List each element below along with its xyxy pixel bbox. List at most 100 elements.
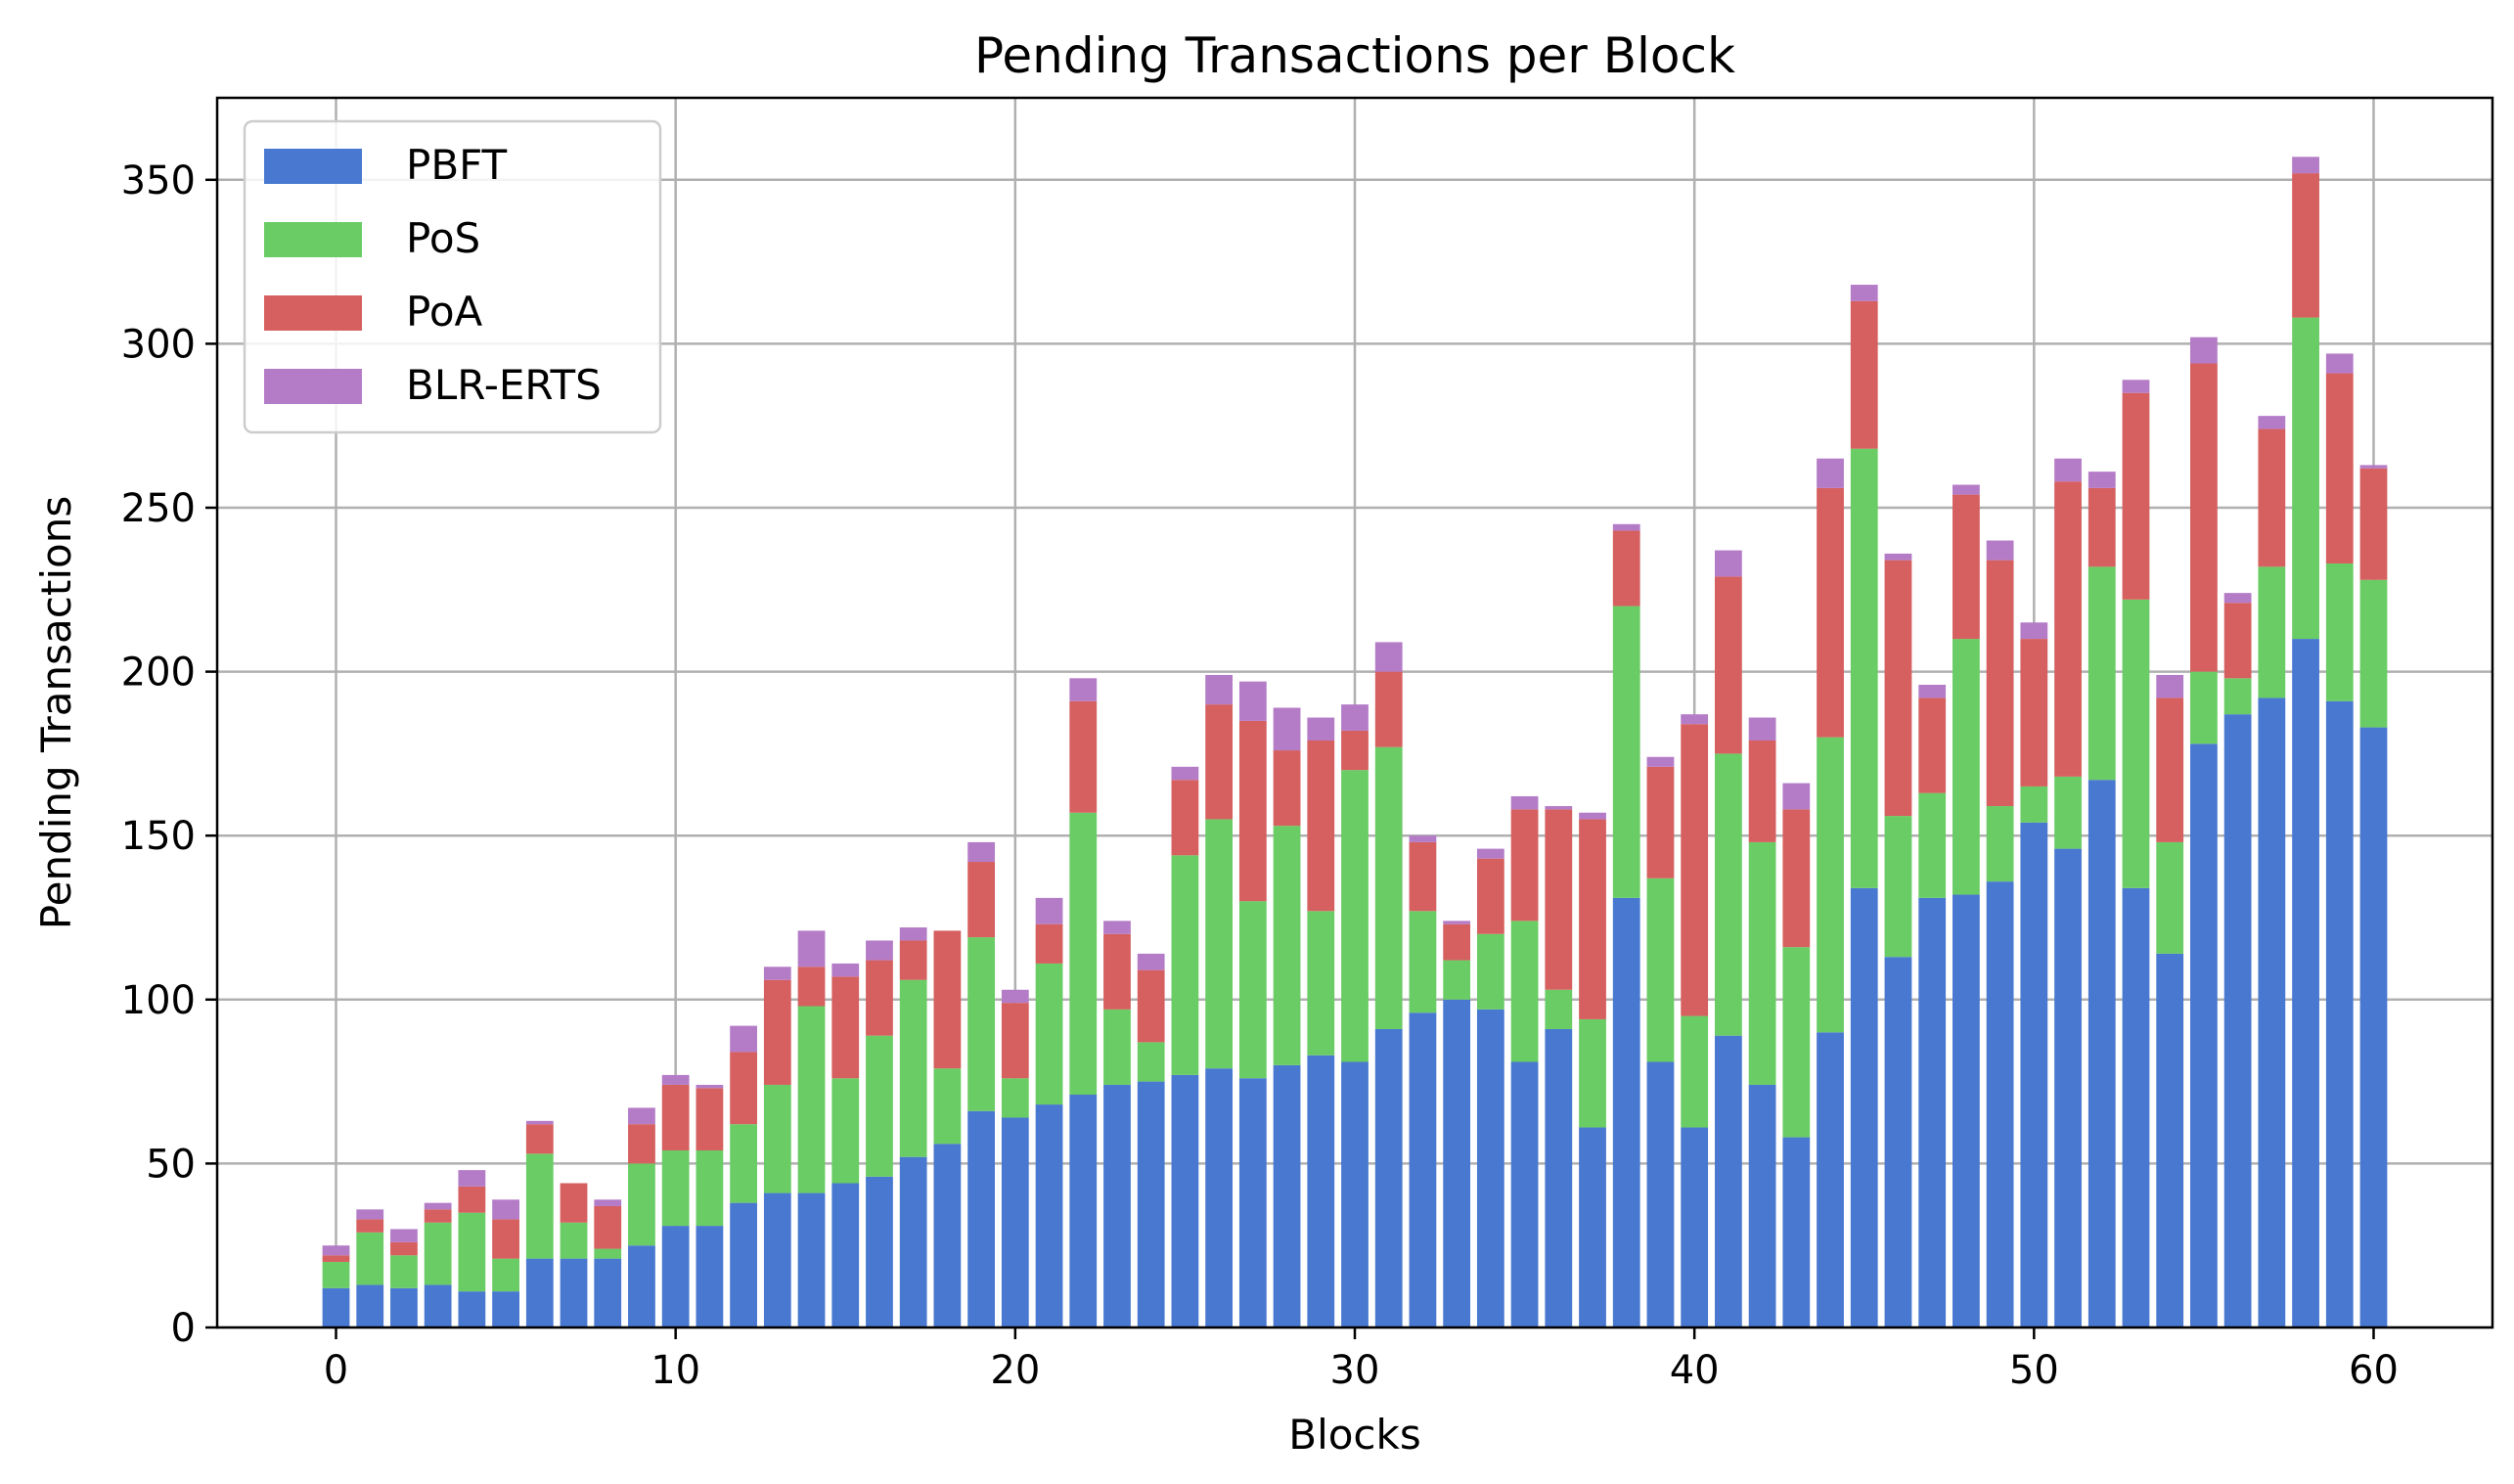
bar-pos [1476, 933, 1504, 1010]
bar-pbft [1341, 1061, 1369, 1327]
bar-pbft [1748, 1084, 1776, 1327]
bar-poa [1443, 923, 1471, 961]
bar-pbft [1884, 957, 1912, 1327]
bar-pbft [866, 1176, 893, 1327]
bar-poa [1137, 969, 1165, 1043]
bar-poa [390, 1241, 418, 1256]
bar-pos [2088, 566, 2116, 781]
bar-blr-erts [2223, 593, 2252, 604]
bar-poa [1476, 858, 1504, 934]
bar-poa [2190, 363, 2218, 672]
bar-pbft [424, 1284, 452, 1327]
bar-pbft [1443, 999, 1471, 1327]
bar-blr-erts [2325, 353, 2354, 374]
bar-blr-erts [899, 927, 927, 941]
bar-poa [1341, 730, 1369, 771]
bar-blr-erts [1476, 848, 1504, 859]
bar-pos [2258, 566, 2286, 698]
bar-pbft [356, 1284, 384, 1327]
bar-poa [831, 976, 860, 1079]
bar-pos [1069, 812, 1098, 1096]
legend-swatch-poa [264, 295, 362, 331]
bar-pos [797, 1006, 826, 1193]
bar-poa [628, 1124, 655, 1164]
bar-blr-erts [1341, 704, 1369, 731]
bar-poa [2258, 428, 2286, 567]
bar-poa [2292, 173, 2319, 318]
bar-pbft [1612, 897, 1640, 1327]
y-tick-label: 100 [121, 978, 196, 1023]
bar-pos [831, 1078, 860, 1184]
bar-poa [1612, 530, 1640, 607]
bar-poa [1374, 671, 1403, 747]
bar-poa [2325, 373, 2354, 563]
bar-poa [356, 1219, 384, 1233]
bar-poa [1986, 560, 2014, 807]
axis-ticks: 0 10 20 30 40 50 60 0 50 100 150 200 250 300 350 [121, 158, 2399, 1393]
bar-blr-erts [2258, 416, 2286, 429]
bar-blr-erts [424, 1202, 452, 1210]
bar-blr-erts [661, 1074, 690, 1085]
bar-pbft [933, 1144, 962, 1327]
bar-pbft [1035, 1104, 1063, 1327]
bar-pos [1545, 989, 1573, 1029]
bar-pos [628, 1163, 655, 1246]
bar-pos [696, 1149, 724, 1227]
bar-blr-erts [1884, 553, 1912, 561]
bar-poa [1103, 933, 1131, 1010]
bars [322, 157, 2388, 1327]
bar-pbft [2122, 887, 2150, 1327]
bar-poa [1069, 700, 1098, 813]
legend-label-blr-erts: BLR-ERTS [406, 361, 602, 409]
bar-poa [1817, 487, 1844, 738]
bar-pos [1374, 746, 1403, 1029]
bar-pbft [1782, 1137, 1811, 1327]
bar-poa [2359, 468, 2388, 580]
bar-blr-erts [322, 1245, 350, 1256]
bar-pbft [594, 1258, 622, 1327]
bar-pbft [661, 1226, 690, 1327]
bar-pbft [967, 1110, 996, 1327]
bar-pos [661, 1149, 690, 1227]
bar-blr-erts [1646, 756, 1675, 767]
bar-pos [2223, 678, 2252, 715]
bar-blr-erts [594, 1199, 622, 1206]
bar-poa [1579, 819, 1606, 1019]
bar-blr-erts [1510, 795, 1539, 810]
bar-blr-erts [1986, 540, 2014, 561]
chart-title: Pending Transactions per Block [974, 27, 1735, 84]
bar-pbft [1476, 1009, 1504, 1327]
y-tick-label: 150 [121, 814, 196, 859]
bar-poa [797, 967, 826, 1007]
bar-poa [730, 1052, 757, 1125]
bar-poa [1035, 923, 1063, 964]
bar-poa [594, 1205, 622, 1249]
bar-poa [525, 1124, 554, 1154]
bar-poa [1273, 750, 1301, 827]
y-tick-label: 300 [121, 322, 196, 367]
bar-blr-erts [2122, 380, 2150, 393]
bar-pbft [2325, 700, 2354, 1327]
bar-blr-erts [1545, 806, 1573, 810]
bar-pbft [1307, 1055, 1335, 1327]
bar-blr-erts [866, 940, 893, 961]
bar-pos [1205, 819, 1234, 1069]
bar-blr-erts [458, 1170, 486, 1187]
bar-pos [1986, 806, 2014, 882]
bar-blr-erts [1681, 714, 1709, 725]
bar-pbft [2054, 848, 2082, 1327]
bar-poa [2223, 603, 2252, 679]
x-tick-label: 50 [2009, 1348, 2059, 1393]
bar-blr-erts [967, 841, 996, 863]
legend-swatch-pbft [264, 149, 362, 184]
bar-poa [560, 1183, 588, 1223]
bar-pos [322, 1261, 350, 1288]
bar-blr-erts [1953, 484, 1980, 495]
bar-pos [2359, 579, 2388, 728]
bar-pbft [628, 1245, 655, 1327]
x-tick-label: 20 [990, 1348, 1040, 1393]
bar-blr-erts [2359, 465, 2388, 469]
bar-pbft [1205, 1068, 1234, 1327]
legend-box [243, 119, 662, 434]
bar-blr-erts [628, 1107, 655, 1125]
